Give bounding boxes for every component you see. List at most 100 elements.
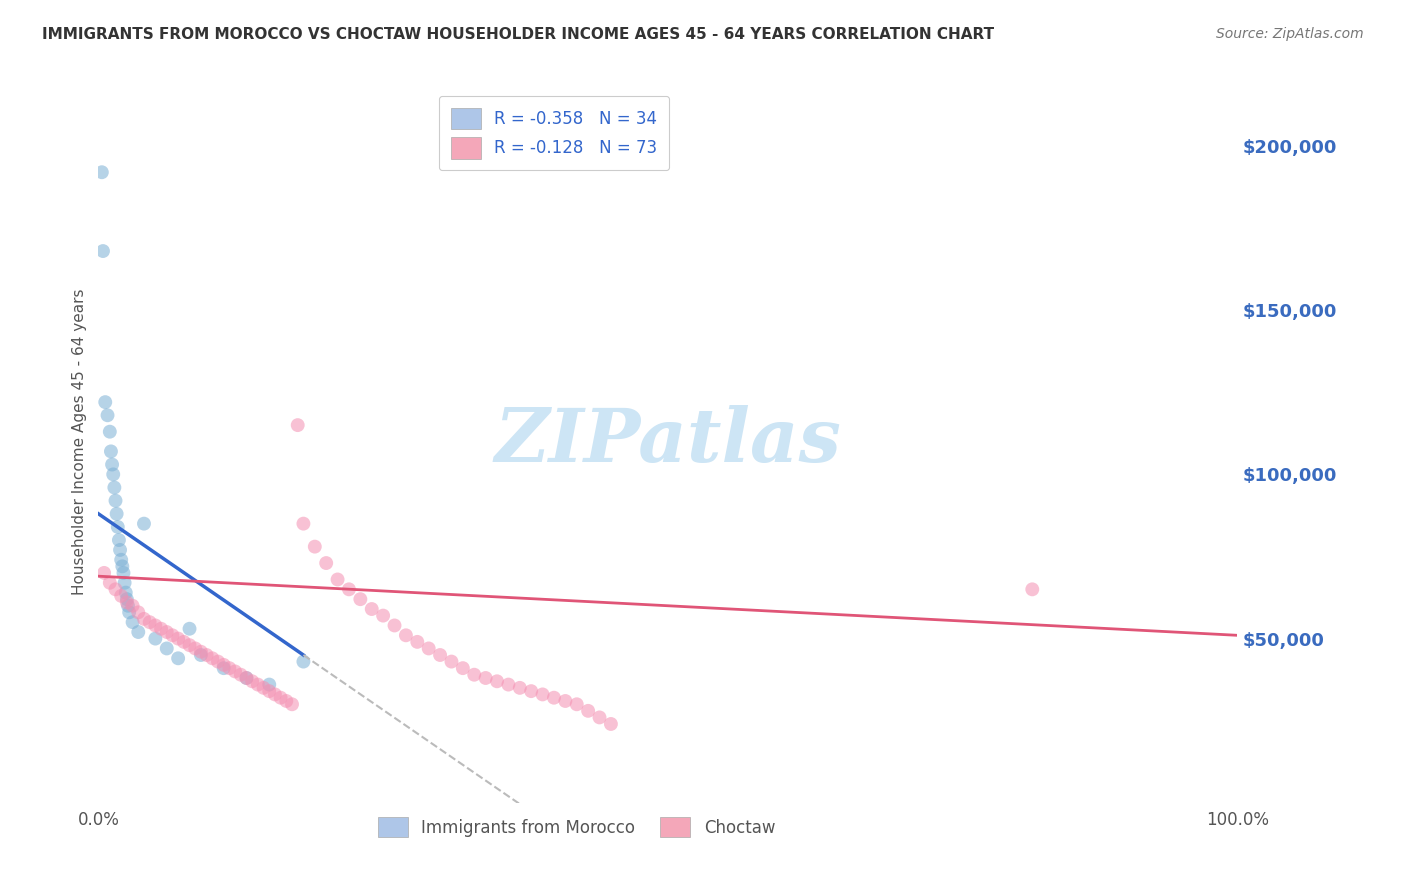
Point bbox=[179, 622, 201, 636]
Point bbox=[101, 458, 124, 472]
Point bbox=[315, 556, 337, 570]
Point bbox=[235, 671, 257, 685]
Point bbox=[440, 655, 463, 669]
Point bbox=[167, 651, 190, 665]
Point bbox=[543, 690, 565, 705]
Point bbox=[259, 677, 281, 691]
Point bbox=[114, 585, 136, 599]
Point bbox=[270, 690, 292, 705]
Point bbox=[112, 566, 135, 580]
Point bbox=[121, 615, 143, 630]
Point bbox=[326, 573, 349, 587]
Point bbox=[190, 645, 212, 659]
Point bbox=[115, 592, 138, 607]
Point bbox=[118, 605, 141, 619]
Point bbox=[127, 625, 149, 640]
Point bbox=[103, 467, 125, 482]
Point bbox=[111, 559, 134, 574]
Point bbox=[90, 165, 112, 179]
Point bbox=[554, 694, 576, 708]
Point bbox=[276, 694, 298, 708]
Point bbox=[252, 681, 274, 695]
Point bbox=[93, 566, 115, 580]
Point bbox=[207, 655, 229, 669]
Point bbox=[224, 665, 246, 679]
Point bbox=[371, 608, 394, 623]
Point bbox=[195, 648, 218, 662]
Point bbox=[292, 655, 315, 669]
Point bbox=[179, 638, 201, 652]
Point bbox=[406, 635, 429, 649]
Point bbox=[103, 481, 125, 495]
Point bbox=[107, 520, 129, 534]
Point bbox=[105, 507, 128, 521]
Text: ZIPatlas: ZIPatlas bbox=[495, 405, 841, 478]
Point bbox=[229, 667, 252, 681]
Point bbox=[498, 677, 520, 691]
Point bbox=[281, 698, 304, 712]
Point bbox=[96, 409, 118, 423]
Point bbox=[115, 595, 138, 609]
Point bbox=[531, 687, 554, 701]
Point bbox=[156, 625, 179, 640]
Point bbox=[190, 648, 212, 662]
Point bbox=[201, 651, 224, 665]
Point bbox=[246, 677, 269, 691]
Text: Source: ZipAtlas.com: Source: ZipAtlas.com bbox=[1216, 27, 1364, 41]
Point bbox=[259, 684, 281, 698]
Point bbox=[94, 395, 117, 409]
Y-axis label: Householder Income Ages 45 - 64 years: Householder Income Ages 45 - 64 years bbox=[72, 288, 87, 595]
Point bbox=[132, 516, 155, 531]
Point bbox=[588, 710, 610, 724]
Point bbox=[565, 698, 588, 712]
Point bbox=[114, 575, 136, 590]
Point bbox=[395, 628, 418, 642]
Point bbox=[212, 661, 235, 675]
Point bbox=[167, 632, 190, 646]
Point bbox=[486, 674, 509, 689]
Point bbox=[104, 493, 127, 508]
Point bbox=[264, 687, 287, 701]
Point bbox=[104, 582, 127, 597]
Text: IMMIGRANTS FROM MOROCCO VS CHOCTAW HOUSEHOLDER INCOME AGES 45 - 64 YEARS CORRELA: IMMIGRANTS FROM MOROCCO VS CHOCTAW HOUSE… bbox=[42, 27, 994, 42]
Point bbox=[509, 681, 531, 695]
Point bbox=[576, 704, 599, 718]
Point bbox=[600, 717, 623, 731]
Point bbox=[292, 516, 315, 531]
Point bbox=[98, 575, 121, 590]
Point bbox=[100, 444, 122, 458]
Point bbox=[304, 540, 326, 554]
Point bbox=[108, 533, 131, 547]
Point bbox=[117, 599, 139, 613]
Point bbox=[520, 684, 543, 698]
Point bbox=[121, 599, 143, 613]
Point bbox=[429, 648, 451, 662]
Point bbox=[145, 618, 167, 632]
Point bbox=[110, 589, 132, 603]
Point bbox=[349, 592, 371, 607]
Point bbox=[463, 667, 485, 681]
Point bbox=[138, 615, 160, 630]
Point bbox=[287, 418, 309, 433]
Point bbox=[156, 641, 179, 656]
Point bbox=[150, 622, 173, 636]
Point bbox=[98, 425, 121, 439]
Point bbox=[1021, 582, 1043, 597]
Point bbox=[418, 641, 440, 656]
Point bbox=[474, 671, 496, 685]
Point bbox=[145, 632, 167, 646]
Point bbox=[173, 635, 195, 649]
Point bbox=[91, 244, 114, 258]
Point bbox=[240, 674, 263, 689]
Point bbox=[184, 641, 207, 656]
Point bbox=[132, 612, 155, 626]
Point bbox=[384, 618, 406, 632]
Point bbox=[360, 602, 382, 616]
Point bbox=[110, 553, 132, 567]
Point bbox=[337, 582, 360, 597]
Point bbox=[218, 661, 240, 675]
Point bbox=[162, 628, 184, 642]
Point bbox=[235, 671, 257, 685]
Point bbox=[212, 657, 235, 672]
Point bbox=[127, 605, 149, 619]
